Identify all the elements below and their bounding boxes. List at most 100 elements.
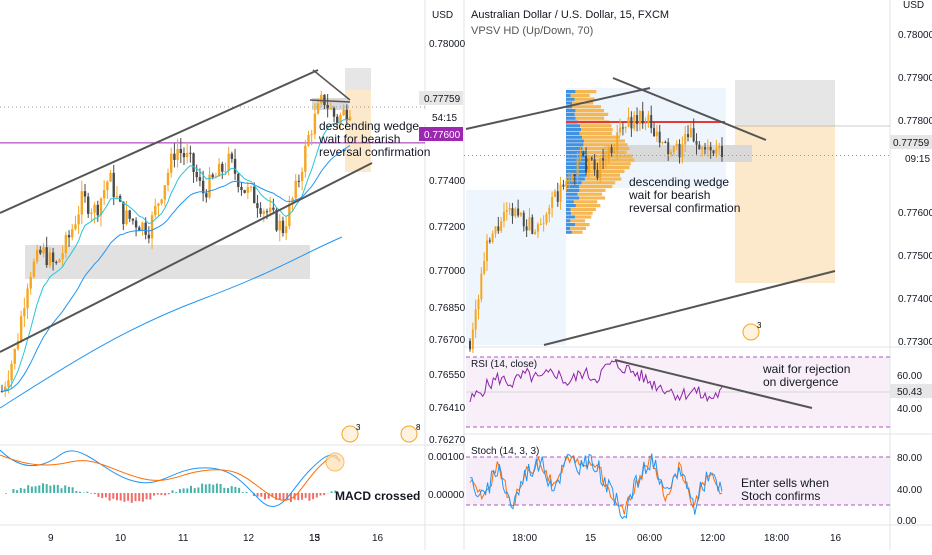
candle-body	[469, 341, 471, 349]
right-price-pane[interactable]	[464, 78, 890, 353]
stoch-label: Stoch (14, 3, 3)	[471, 446, 539, 457]
right-annotation-line-3: reversal confirmation	[629, 201, 740, 215]
right-price-ticks: 0.780000.779000.778000.776000.775000.774…	[898, 30, 932, 348]
candle-body	[653, 128, 655, 136]
left-macd-pane[interactable]	[0, 450, 344, 507]
candle-body	[710, 147, 712, 151]
candle-body	[227, 154, 229, 171]
macd-line	[0, 450, 340, 507]
macd-histogram-bar	[94, 493, 96, 494]
candle-body	[266, 211, 268, 212]
profile-down-bar	[566, 94, 571, 97]
macd-histogram-bar	[320, 493, 322, 496]
profile-down-bar	[566, 193, 577, 196]
candle-body	[167, 173, 169, 185]
candle-body	[68, 235, 70, 237]
candle-body	[551, 197, 553, 208]
candle-body	[523, 213, 525, 227]
profile-down-bar	[566, 113, 575, 116]
candle-body	[492, 234, 494, 242]
right-time-tick: 18:00	[512, 533, 537, 544]
candle-body	[39, 250, 41, 254]
macd-histogram-bar	[197, 487, 199, 493]
candle-body	[10, 364, 12, 380]
candle-body	[212, 175, 214, 178]
right-price-tick: 0.77400	[898, 294, 932, 305]
macd-histogram-bar	[116, 493, 118, 500]
profile-up-bar	[579, 132, 611, 135]
right-trend-line[interactable]	[544, 271, 835, 345]
profile-down-bar	[566, 132, 579, 135]
macd-tick-top: 0.00100	[428, 452, 465, 463]
candle-body	[199, 177, 201, 181]
candle-body	[690, 128, 692, 137]
candle-body	[560, 185, 562, 202]
profile-up-bar	[580, 124, 611, 127]
macd-histogram-bar	[305, 493, 307, 498]
candle-body	[684, 134, 686, 144]
candle-body	[151, 215, 153, 238]
macd-histogram-bar	[98, 493, 100, 497]
macd-histogram-bar	[223, 488, 225, 493]
candle-body	[520, 213, 522, 216]
candle-body	[304, 146, 306, 172]
right-annotation-line-2: wait for bearish	[628, 188, 710, 202]
macd-histogram-bar	[220, 484, 222, 493]
candle-body	[61, 253, 63, 259]
candle-body	[148, 235, 150, 239]
candle-body	[497, 226, 499, 230]
macd-histogram-bar	[316, 493, 318, 498]
channel-upper-line[interactable]	[0, 70, 318, 213]
candle-body	[141, 223, 143, 231]
profile-up-bar	[583, 147, 630, 150]
support-zone	[25, 245, 310, 279]
macd-histogram-bar	[101, 493, 103, 498]
right-time-tick: 16	[830, 533, 842, 544]
macd-histogram-bar	[27, 485, 29, 493]
candle-body	[285, 226, 287, 233]
candle-body	[540, 224, 542, 225]
candle-body	[272, 208, 274, 210]
macd-histogram-bar	[186, 488, 188, 493]
candle-body	[173, 154, 175, 160]
rsi-tick-60: 60.00	[897, 371, 922, 382]
profile-up-bar	[577, 193, 602, 196]
candle-body	[342, 110, 344, 115]
candle-body	[622, 127, 624, 128]
left-price-tick: 0.76850	[429, 303, 466, 314]
candle-body	[106, 182, 108, 190]
profile-up-bar	[585, 177, 621, 180]
macd-histogram-bar	[283, 493, 285, 500]
candle-body	[616, 132, 618, 150]
candle-body	[132, 219, 134, 221]
macd-histogram-bar	[64, 485, 66, 493]
candle-body	[42, 247, 44, 253]
right-time-tick: 06:00	[637, 533, 662, 544]
profile-down-bar	[566, 215, 575, 218]
candle-body	[317, 103, 319, 113]
profile-down-bar	[566, 219, 570, 222]
right-stop-zone	[735, 80, 835, 126]
profile-down-bar	[566, 109, 575, 112]
right-time-tick: 15	[585, 533, 597, 544]
candle-body	[154, 206, 156, 215]
profile-down-bar	[566, 204, 576, 207]
candle-body	[45, 247, 47, 265]
candle-body	[636, 115, 638, 124]
candle-body	[662, 142, 664, 143]
candle-body	[263, 211, 265, 214]
candle-body	[659, 132, 661, 143]
right-time-tick: 18:00	[764, 533, 789, 544]
candle-body	[113, 173, 115, 197]
candle-body	[585, 156, 587, 172]
candle-body	[517, 209, 519, 216]
wedge-upper-line[interactable]	[313, 70, 350, 100]
macd-histogram-bar	[75, 491, 77, 493]
candle-body	[221, 164, 223, 172]
left-price-tick: 0.76410	[429, 403, 466, 414]
left-event-icon-b[interactable]	[401, 426, 417, 442]
macd-histogram-bar	[264, 493, 266, 499]
macd-histogram-bar	[123, 493, 125, 502]
stop-zone	[345, 68, 371, 90]
left-timer-text: 54:15	[432, 113, 457, 124]
